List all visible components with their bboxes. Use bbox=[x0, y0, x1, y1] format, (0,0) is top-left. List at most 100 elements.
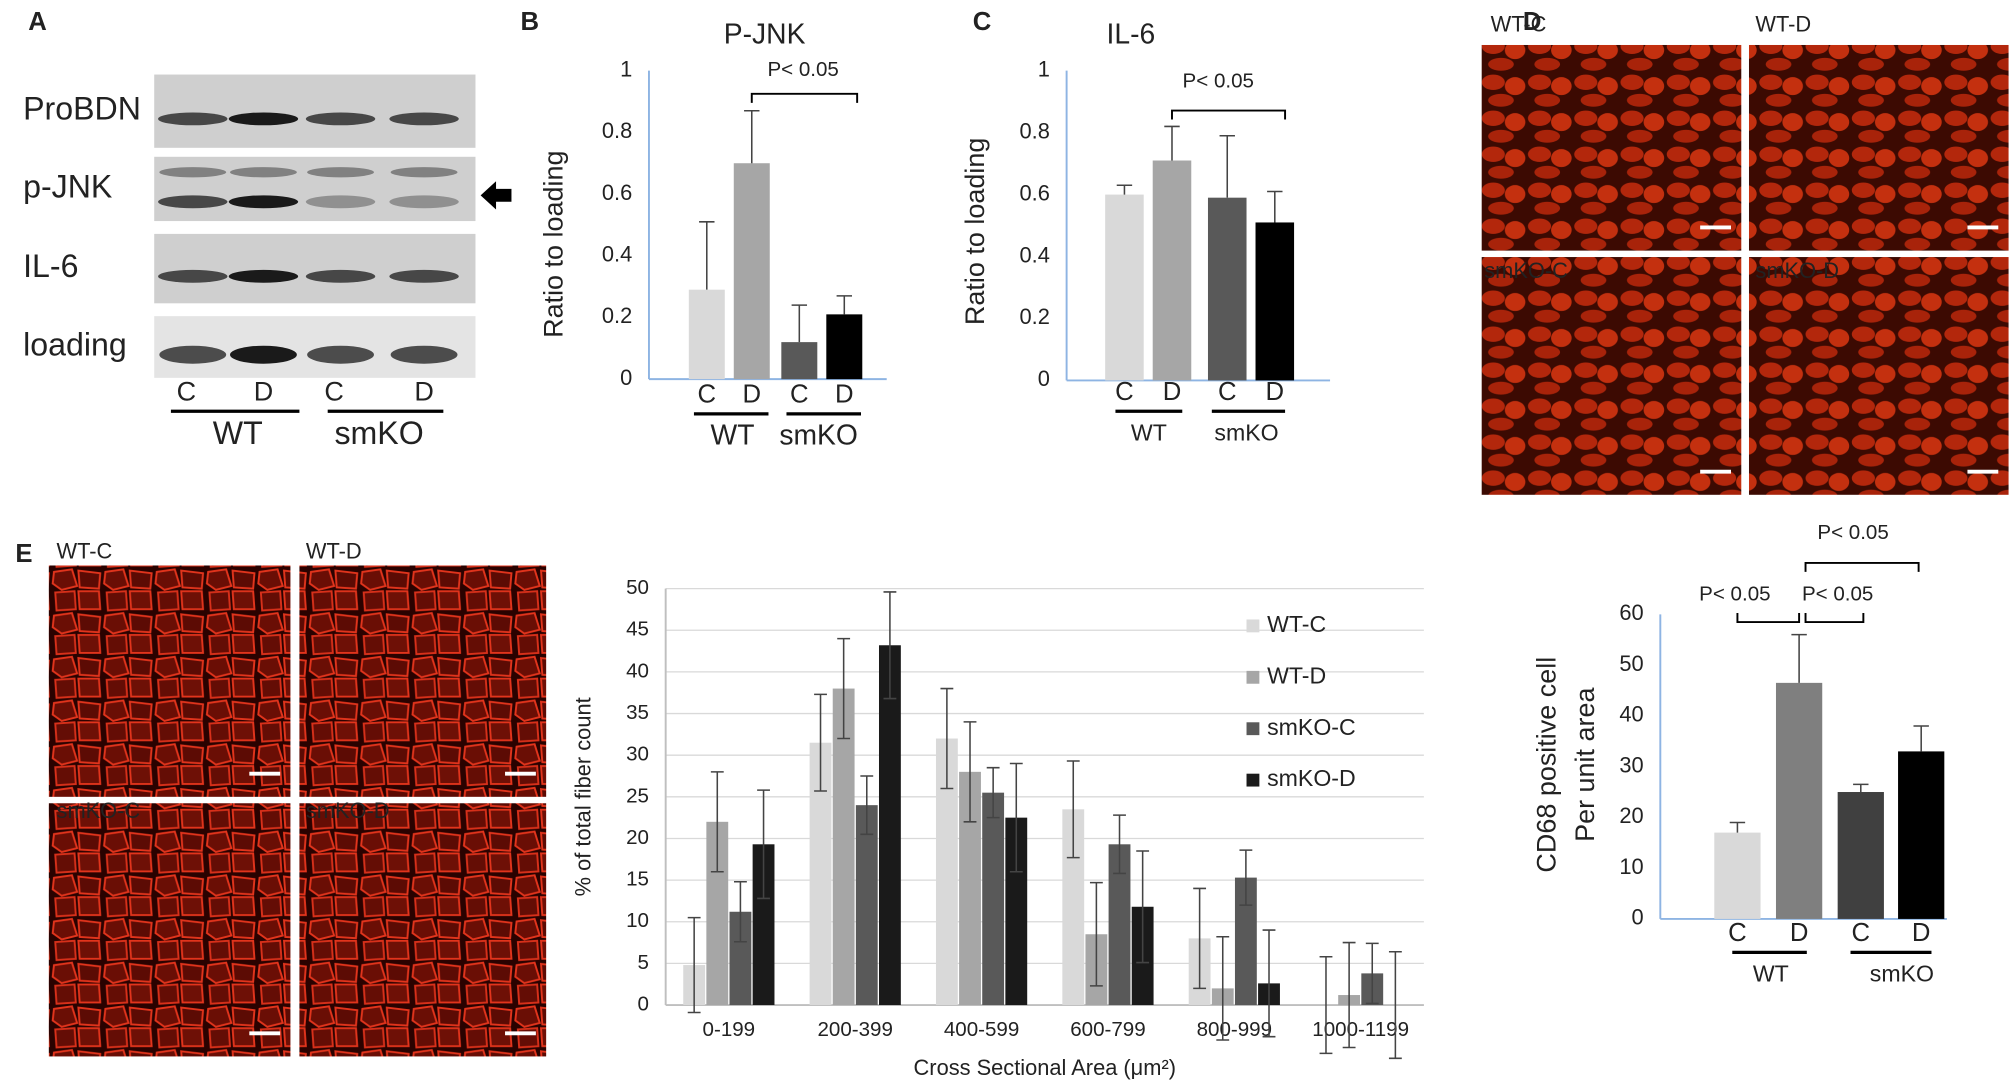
x-tick-label: D bbox=[1790, 919, 1809, 947]
micrograph-label: smKO-C bbox=[1484, 258, 1568, 283]
micrograph bbox=[1481, 257, 1742, 495]
error-bar bbox=[1009, 762, 1023, 873]
chart-title: P-JNK bbox=[724, 17, 806, 49]
significance-bracket bbox=[1804, 613, 1865, 624]
bar bbox=[729, 911, 752, 1006]
bar bbox=[855, 805, 878, 1006]
y-tick-label: 35 bbox=[626, 701, 649, 724]
error-bar bbox=[699, 221, 715, 290]
group-label: smKO bbox=[779, 418, 858, 450]
lane-label: C bbox=[324, 376, 343, 406]
x-tick-label: D bbox=[742, 381, 761, 409]
y-tick-label: 0.6 bbox=[1020, 180, 1050, 205]
x-tick-label: C bbox=[1728, 919, 1747, 947]
bar bbox=[733, 163, 770, 380]
micrograph-label: WT-C bbox=[1491, 11, 1547, 36]
y-axis-label: CD68 positive cell bbox=[1532, 657, 1562, 873]
bar bbox=[982, 792, 1005, 1006]
blot-row-label: p-JNK bbox=[23, 168, 113, 204]
blot-band bbox=[228, 112, 299, 126]
x-tick-label: C bbox=[790, 381, 809, 409]
micrograph bbox=[1748, 257, 2009, 495]
micrograph-label: smKO-D bbox=[1755, 258, 1839, 283]
error-bar bbox=[1388, 950, 1402, 1060]
bar bbox=[826, 314, 863, 380]
blot-band bbox=[305, 269, 376, 283]
y-tick-label: 45 bbox=[626, 618, 649, 641]
legend-swatch bbox=[1246, 670, 1260, 684]
y-tick-label: 0.4 bbox=[1020, 242, 1050, 267]
y-axis-label: Ratio to loading bbox=[538, 150, 568, 337]
blot-band bbox=[159, 345, 227, 364]
x-tick-label: 200-399 bbox=[818, 1018, 893, 1041]
group-label: WT bbox=[1131, 420, 1167, 446]
y-tick-label: 5 bbox=[638, 951, 649, 974]
error-bar bbox=[1136, 850, 1150, 964]
x-tick-label: C bbox=[1218, 378, 1237, 406]
lane-label: C bbox=[177, 376, 196, 406]
error-bar bbox=[1239, 849, 1253, 906]
annotation: P< 0.05 bbox=[1699, 582, 1770, 605]
x-tick-label: 800-999 bbox=[1197, 1018, 1272, 1041]
blot-band bbox=[158, 112, 228, 126]
significance-bracket bbox=[1171, 109, 1287, 120]
bar bbox=[878, 645, 901, 1006]
significance-bracket bbox=[750, 92, 859, 103]
legend-swatch bbox=[1246, 619, 1260, 633]
x-tick-label: D bbox=[1163, 378, 1182, 406]
micrograph-label: smKO-C bbox=[57, 798, 141, 823]
group-label: WT bbox=[711, 418, 755, 450]
error-bar bbox=[744, 110, 760, 164]
blot-band bbox=[305, 112, 376, 126]
y-tick-label: 15 bbox=[626, 868, 649, 891]
bar bbox=[752, 844, 775, 1006]
group-label: WT bbox=[213, 415, 263, 451]
x-tick-label: 1000-1199 bbox=[1312, 1018, 1409, 1041]
y-tick-label: 1 bbox=[620, 56, 632, 81]
legend-swatch bbox=[1246, 773, 1260, 787]
y-tick-label: 0.6 bbox=[602, 180, 632, 205]
blot-row-label: loading bbox=[23, 326, 127, 362]
micrograph bbox=[48, 565, 291, 797]
bar bbox=[832, 688, 855, 1006]
y-tick-label: 10 bbox=[1619, 854, 1643, 879]
y-tick-label: 20 bbox=[626, 826, 649, 849]
micrograph-label: smKO-D bbox=[306, 798, 390, 823]
micrograph-label: WT-C bbox=[57, 538, 113, 563]
x-tick-label: 600-799 bbox=[1070, 1018, 1145, 1041]
blot-band bbox=[390, 345, 458, 364]
blot-band bbox=[307, 345, 374, 364]
y-axis-label: Ratio to loading bbox=[960, 138, 990, 325]
annotation: P< 0.05 bbox=[1817, 521, 1888, 544]
significance-bracket bbox=[1804, 561, 1920, 572]
legend-swatch bbox=[1246, 722, 1260, 736]
micrograph bbox=[299, 565, 547, 797]
error-bar bbox=[963, 721, 977, 823]
bar bbox=[1775, 682, 1823, 919]
error-bar bbox=[1066, 760, 1080, 859]
error-bar bbox=[1113, 814, 1126, 875]
y-tick-label: 30 bbox=[1619, 752, 1643, 777]
y-tick-label: 30 bbox=[626, 743, 649, 766]
bar bbox=[1108, 844, 1131, 1006]
group-label: smKO bbox=[1214, 420, 1278, 446]
significance-bracket bbox=[1736, 613, 1801, 624]
blot-strip bbox=[154, 74, 476, 148]
error-bar bbox=[710, 771, 724, 873]
legend-label: WT-D bbox=[1267, 662, 1326, 688]
error-bar bbox=[1319, 955, 1333, 1055]
y-tick-label: 0 bbox=[1631, 905, 1643, 930]
error-bar bbox=[986, 766, 1000, 819]
error-bar bbox=[1267, 190, 1283, 223]
chart-title: IL-6 bbox=[1107, 17, 1156, 49]
blot-band bbox=[159, 167, 227, 178]
y-tick-label: 25 bbox=[626, 784, 649, 807]
bar bbox=[706, 821, 729, 1006]
error-bar bbox=[1164, 125, 1180, 161]
y-tick-label: 20 bbox=[1619, 803, 1643, 828]
y-tick-label: 1 bbox=[1038, 56, 1050, 81]
y-tick-label: 0.8 bbox=[1020, 118, 1050, 143]
bar bbox=[809, 742, 832, 1006]
error-bar bbox=[836, 295, 853, 315]
